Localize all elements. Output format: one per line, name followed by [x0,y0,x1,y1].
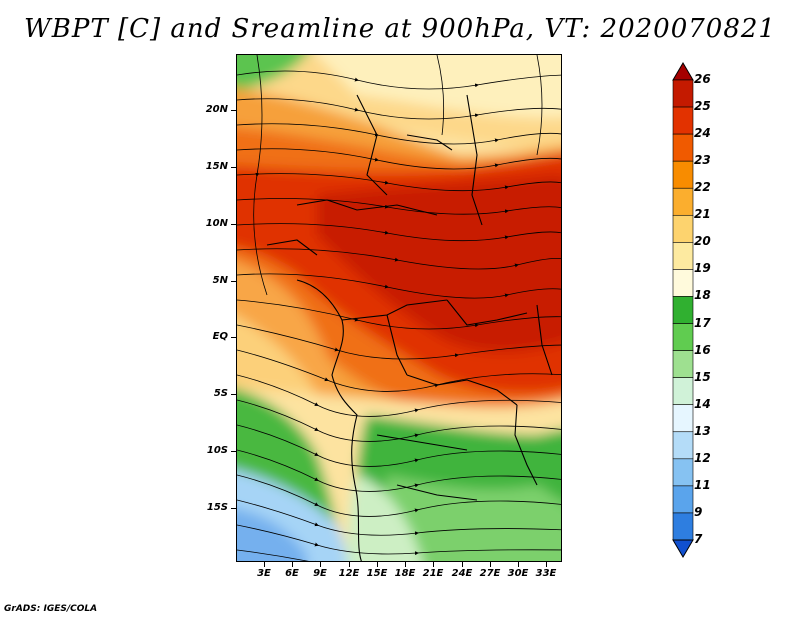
colorbar-segment [672,214,694,243]
colorbar-label: 19 [694,261,711,276]
colorbar-label: 9 [694,504,703,519]
colorbar-label: 13 [694,423,711,438]
colorbar-segment [672,133,694,162]
lon-tick [518,562,519,567]
lat-tick [231,167,236,168]
colorbar-segment [672,350,694,378]
lon-label-6e: 6E [285,568,299,579]
wbpt-streamline-field [237,55,561,561]
colorbar-segment [672,458,694,487]
colorbar-segment [672,269,694,297]
colorbar [672,62,694,558]
lat-tick [231,508,236,509]
colorbar-label: 21 [694,207,711,222]
lat-label-10n: 10N [205,218,228,229]
lon-label-9e: 9E [313,568,327,579]
colorbar-segment [672,79,694,108]
lon-tick [490,562,491,567]
lat-label-5s: 5S [213,388,228,399]
colorbar-label: 11 [694,477,711,492]
colorbar-label: 23 [694,153,711,168]
streamlines [237,55,561,561]
colorbar-label: 15 [694,369,711,384]
lat-label-20n: 20N [205,104,228,115]
lat-label-10s: 10S [206,445,228,456]
map-title: WBPT [C] and Sreamline at 900hPa, VT: 20… [24,14,776,44]
lon-label-30e: 30E [507,568,529,579]
colorbar-segment [672,160,694,189]
colorbar-segment [672,187,694,216]
colorbar-label: 16 [694,342,711,357]
lon-tick [462,562,463,567]
lon-label-3e: 3E [257,568,271,579]
lon-tick [546,562,547,567]
colorbar-label: 24 [694,126,711,141]
colorbar-label: 25 [694,99,711,114]
colorbar-bottom-triangle [672,539,694,558]
lat-tick [231,394,236,395]
colorbar-segment [672,323,694,351]
wbpt-map [236,54,562,562]
lat-label-eq: EQ [212,331,228,342]
lon-tick [264,562,265,567]
colorbar-label: 20 [694,234,711,249]
lon-tick [433,562,434,567]
lat-tick [231,110,236,111]
colorbar-segment [672,485,694,514]
colorbar-segment [672,106,694,135]
colorbar-segment [672,512,694,541]
colorbar-segment [672,242,694,270]
colorbar-label: 17 [694,315,711,330]
lat-tick [231,451,236,452]
lon-label-33e: 33E [535,568,557,579]
lon-tick [292,562,293,567]
lat-label-15s: 15S [206,502,228,513]
lon-label-12e: 12E [338,568,360,579]
lon-tick [320,562,321,567]
lat-label-5n: 5N [212,275,228,286]
lat-label-15n: 15N [205,161,228,172]
lat-tick [231,281,236,282]
country-borders [266,94,553,561]
lon-tick [377,562,378,567]
colorbar-label: 14 [694,396,711,411]
colorbar-segment [672,296,694,324]
colorbar-segment [672,431,694,460]
grads-credit: GrADS: IGES/COLA [4,604,98,614]
lon-label-27e: 27E [479,568,501,579]
colorbar-segment [672,377,694,406]
colorbar-label: 22 [694,180,711,195]
colorbar-label: 7 [694,532,703,546]
lon-tick [405,562,406,567]
colorbar-label: 12 [694,450,711,465]
colorbar-label: 18 [694,288,711,303]
lon-label-15e: 15E [366,568,388,579]
colorbar-top-triangle [672,62,694,81]
lon-label-24e: 24E [451,568,473,579]
lon-label-18e: 18E [394,568,416,579]
lon-tick [349,562,350,567]
lon-label-21e: 21E [422,568,444,579]
lat-tick [231,337,236,338]
colorbar-segment [672,404,694,433]
lat-tick [231,224,236,225]
colorbar-label: 26 [694,72,711,86]
